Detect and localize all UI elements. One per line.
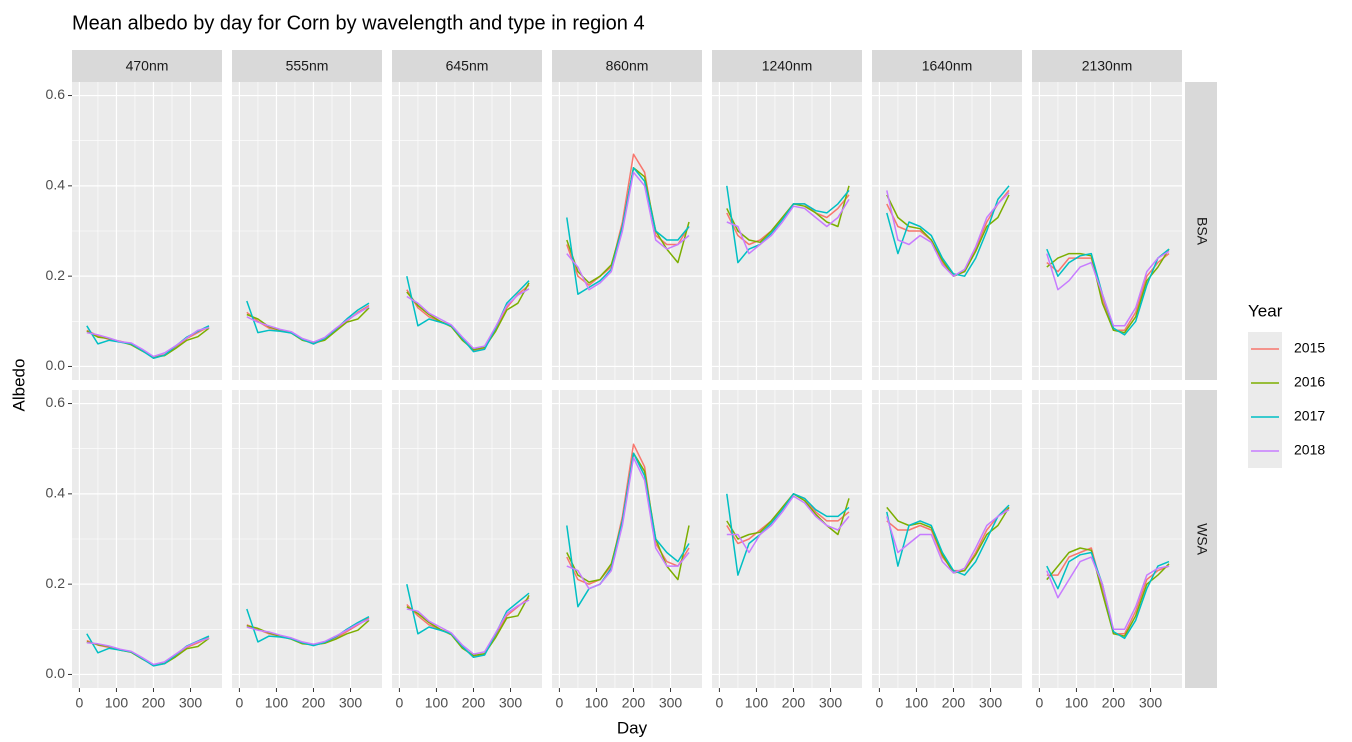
strip-label: 1240nm (762, 58, 813, 74)
series-line (1046, 253, 1170, 332)
series-line (406, 599, 530, 655)
strip (72, 50, 222, 82)
y-tick-label: 0.6 (46, 86, 66, 102)
strip-label: 555nm (286, 58, 329, 74)
y-axis-title: Albedo (9, 359, 28, 412)
legend-title: Year (1248, 301, 1283, 320)
series-line (566, 167, 690, 295)
x-tick-label: 300 (179, 695, 203, 711)
x-tick-label: 0 (716, 695, 724, 711)
strip-label: BSA (1194, 217, 1210, 246)
series-line (406, 584, 530, 659)
strip (1032, 50, 1182, 82)
x-tick-label: 200 (462, 695, 486, 711)
series-line (1046, 248, 1170, 334)
series-line (726, 495, 850, 554)
strip-label: 470nm (126, 58, 169, 74)
x-tick-label: 100 (745, 695, 769, 711)
strip-label: 2130nm (1082, 58, 1133, 74)
x-tick-label: 200 (782, 695, 806, 711)
strip-label: 645nm (446, 58, 489, 74)
series-line (406, 276, 530, 353)
strip (552, 50, 702, 82)
legend-label: 2015 (1294, 340, 1325, 356)
y-tick-label: 0.4 (46, 485, 66, 501)
x-tick-label: 0 (1036, 695, 1044, 711)
x-tick-label: 0 (876, 695, 884, 711)
y-tick-label: 0.2 (46, 575, 66, 591)
y-tick-label: 0.4 (46, 177, 66, 193)
series-line (726, 199, 850, 255)
y-tick-label: 0.0 (46, 665, 66, 681)
x-tick-label: 200 (622, 695, 646, 711)
legend-label: 2016 (1294, 374, 1325, 390)
series-line (246, 306, 370, 343)
x-tick-label: 300 (499, 695, 523, 711)
strip-label: WSA (1194, 523, 1210, 556)
x-tick-label: 100 (105, 695, 129, 711)
strip (392, 50, 542, 82)
x-tick-label: 0 (556, 695, 564, 711)
x-tick-label: 100 (265, 695, 289, 711)
x-tick-label: 200 (942, 695, 966, 711)
series-line (886, 504, 1010, 576)
x-tick-label: 300 (659, 695, 683, 711)
series-line (1046, 250, 1170, 327)
series-line (886, 506, 1010, 574)
x-axis-title: Day (617, 718, 648, 737)
x-tick-label: 100 (1065, 695, 1089, 711)
x-tick-label: 300 (1139, 695, 1163, 711)
chart-title: Mean albedo by day for Corn by wavelengt… (72, 12, 645, 34)
series-line (886, 509, 1010, 574)
series-line (246, 618, 370, 645)
y-tick-label: 0.2 (46, 267, 66, 283)
series-line (246, 300, 370, 345)
strip-label: 1640nm (922, 58, 973, 74)
strip (232, 50, 382, 82)
x-tick-label: 100 (425, 695, 449, 711)
series-line (886, 185, 1010, 277)
x-tick-label: 300 (339, 695, 363, 711)
y-tick-label: 0.0 (46, 357, 66, 373)
x-tick-label: 300 (819, 695, 843, 711)
strip (712, 50, 862, 82)
series-line (1046, 547, 1170, 637)
strip (872, 50, 1022, 82)
x-tick-label: 200 (1102, 695, 1126, 711)
strip (1185, 82, 1217, 380)
x-tick-label: 100 (905, 695, 929, 711)
series-line (886, 190, 1010, 277)
strip (1185, 390, 1217, 688)
x-tick-label: 100 (585, 695, 609, 711)
series-line (566, 171, 690, 291)
series-line (726, 185, 850, 264)
legend-label: 2017 (1294, 408, 1325, 424)
legend-label: 2018 (1294, 442, 1325, 458)
series-line (566, 443, 690, 585)
series-line (566, 153, 690, 286)
x-tick-label: 200 (142, 695, 166, 711)
series-line (566, 456, 690, 590)
strip-label: 860nm (606, 58, 649, 74)
x-tick-label: 0 (236, 695, 244, 711)
x-tick-label: 300 (979, 695, 1003, 711)
x-tick-label: 200 (302, 695, 326, 711)
series-line (86, 326, 210, 358)
series-line (86, 637, 210, 666)
series-line (406, 288, 530, 350)
x-tick-label: 0 (76, 695, 84, 711)
y-tick-label: 0.6 (46, 394, 66, 410)
series-line (246, 608, 370, 647)
x-tick-label: 0 (396, 695, 404, 711)
series-line (1046, 556, 1170, 631)
